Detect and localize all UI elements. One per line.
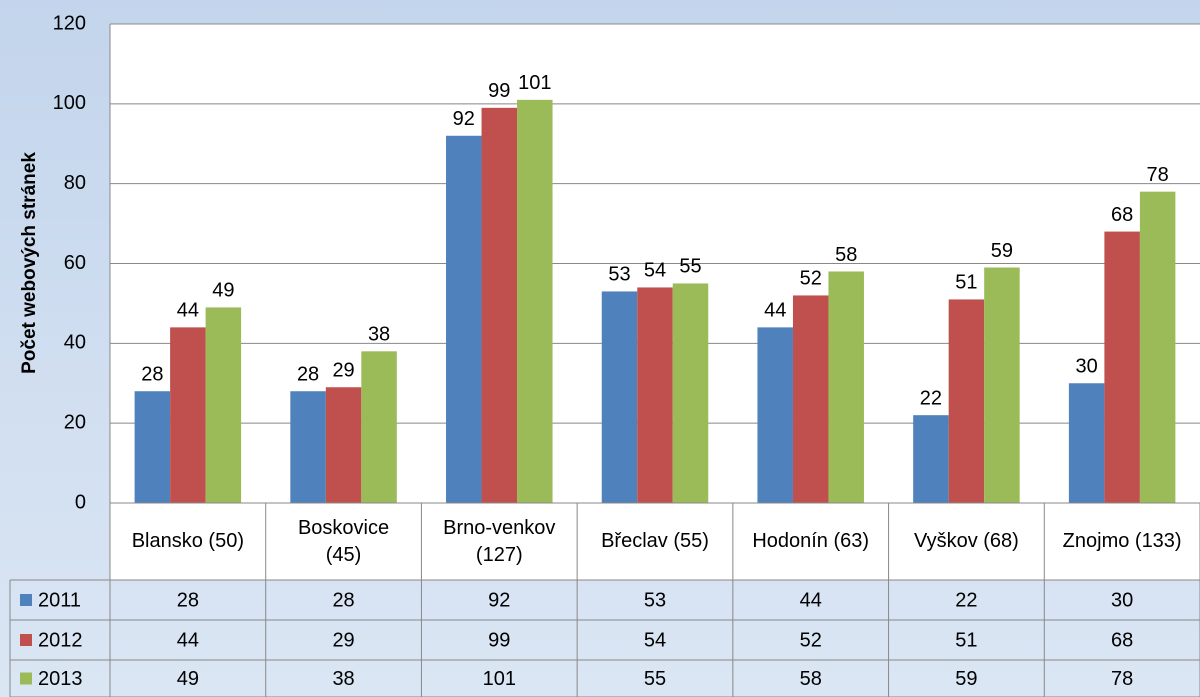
table-cell: 53 [644,589,666,611]
bar [290,391,326,503]
data-label: 54 [644,260,666,282]
bar [757,327,793,503]
table-cell: 22 [955,589,977,611]
x-tick-label: Boskovice (45) [297,516,390,566]
x-tick-label: Znojmo (133) [1062,530,1182,552]
table-cell: 55 [644,668,666,690]
y-tick-label: 100 [53,92,86,114]
bar [1104,231,1140,504]
table-cell: 44 [800,589,822,611]
data-label: 44 [764,300,786,322]
table-cell: 54 [644,629,666,651]
bar [205,307,242,503]
x-tick-label: Břeclav (55) [601,530,709,552]
y-tick-label: 40 [64,332,86,354]
y-tick-label: 20 [64,411,86,433]
y-tick-label: 60 [64,252,86,274]
bar [984,267,1020,503]
y-tick-label: 80 [64,172,86,194]
bar [601,291,638,503]
bar [361,351,397,503]
data-label: 22 [920,387,942,409]
data-label: 51 [955,272,977,294]
data-label: 28 [141,364,163,386]
bar [637,287,673,503]
table-cell: 92 [488,589,510,611]
table-cell: 68 [1111,629,1133,651]
data-label: 49 [212,280,234,302]
legend-swatch [20,672,32,685]
table-cell: 28 [332,589,354,611]
legend-label: 2013 [38,668,83,690]
data-label: 38 [368,324,390,346]
data-label: 53 [608,264,630,286]
y-axis-label: Počet webových stránek [19,152,40,374]
bar [134,391,171,503]
bar [1139,191,1176,503]
data-label: 59 [991,240,1013,262]
data-label: 101 [518,72,551,94]
table-cell: 49 [177,668,199,690]
legend-swatch [20,594,32,606]
table-cell: 59 [955,668,977,690]
bar [672,283,709,503]
table-cell: 58 [800,668,822,690]
bar [1068,383,1105,503]
x-tick-label: Brno-venkov (127) [443,516,556,566]
table-cell: 51 [955,629,977,651]
table-cell: 52 [800,629,822,651]
legend-label: 2011 [38,589,81,611]
data-label: 92 [453,108,475,130]
x-tick-label: Blansko (50) [131,530,244,552]
bar [325,387,362,503]
data-label: 29 [332,360,354,382]
data-label: 28 [297,364,319,386]
legend-swatch [20,634,32,646]
bar [170,327,206,503]
bar [828,271,864,503]
legend-label: 2012 [38,629,83,651]
bar [913,415,949,503]
bar [792,295,829,503]
data-label: 44 [177,300,199,322]
bar [481,107,518,503]
bar [948,299,985,503]
table-cell: 101 [483,668,516,690]
data-label: 52 [800,268,822,290]
table-cell: 78 [1111,668,1133,690]
bar [446,135,482,503]
table-cell: 28 [177,589,199,611]
table-cell: 44 [177,629,199,651]
data-label: 30 [1076,356,1098,378]
table-cell: 99 [488,629,510,651]
y-tick-label: 0 [75,491,86,513]
bar [517,99,553,503]
table-cell: 30 [1111,589,1133,611]
data-label: 68 [1111,204,1133,226]
table-cell: 38 [332,668,354,690]
data-label: 78 [1147,164,1169,186]
x-tick-label: Vyškov (68) [913,530,1019,552]
y-tick-label: 120 [53,12,86,34]
data-label: 99 [488,80,510,102]
x-tick-label: Hodonín (63) [752,530,870,552]
data-label: 55 [679,256,701,278]
data-label: 58 [835,244,857,266]
table-cell: 29 [332,629,354,651]
